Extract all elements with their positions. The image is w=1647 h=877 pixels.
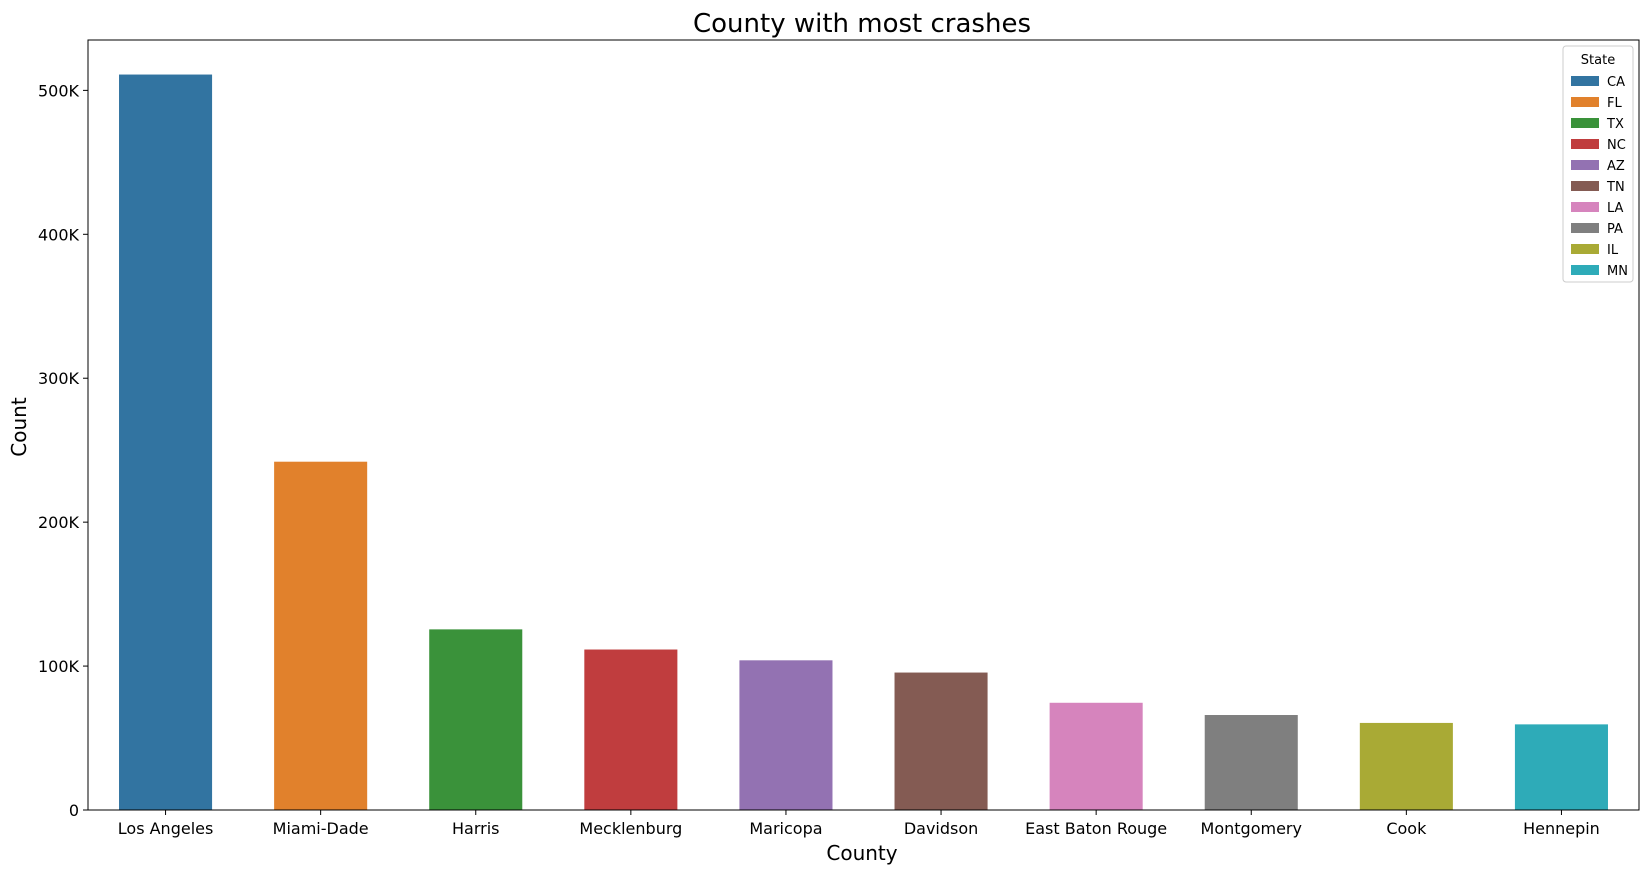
bar-hennepin [1514, 724, 1608, 810]
x-tick-label: Mecklenburg [579, 819, 682, 838]
bar-maricopa [739, 660, 833, 810]
legend-title: State [1581, 53, 1615, 68]
bar-montgomery [1204, 715, 1298, 810]
legend-swatch-nc [1571, 139, 1599, 149]
legend-label-fl: FL [1607, 96, 1622, 111]
x-tick-label: Miami-Dade [273, 819, 369, 838]
x-tick-label: Cook [1386, 819, 1427, 838]
legend-label-az: AZ [1607, 159, 1625, 174]
plot-frame [87, 39, 1640, 811]
x-tick-label: Montgomery [1201, 819, 1302, 838]
legend-label-pa: PA [1607, 222, 1623, 237]
x-tick-label: East Baton Rouge [1025, 819, 1167, 838]
legend-swatch-la [1571, 202, 1599, 212]
legend-label-la: LA [1607, 201, 1624, 216]
legend-label-nc: NC [1607, 138, 1626, 153]
legend-swatch-tx [1571, 118, 1599, 128]
bar-east-baton-rouge [1049, 702, 1143, 810]
bar-mecklenburg [584, 649, 678, 810]
legend-label-mn: MN [1607, 264, 1628, 279]
x-tick-label: Harris [452, 819, 500, 838]
y-tick-label: 0 [69, 801, 79, 820]
legend: State CA FL TX NC AZ TN LA PA IL MN [1562, 45, 1634, 283]
y-tick-label: 100K [38, 657, 80, 676]
y-tick-label: 300K [38, 369, 80, 388]
bar-davidson [894, 672, 988, 810]
x-tick-label: Maricopa [749, 819, 822, 838]
bar-cook [1359, 722, 1453, 810]
bar-harris [429, 629, 523, 810]
legend-label-ca: CA [1607, 75, 1625, 90]
x-tick-label: Hennepin [1523, 819, 1600, 838]
y-axis-label: Count [7, 397, 31, 457]
y-tick-label: 400K [38, 225, 80, 244]
bar-los-angeles [119, 74, 213, 810]
legend-label-il: IL [1607, 243, 1619, 258]
legend-swatch-pa [1571, 223, 1599, 233]
legend-swatch-ca [1571, 76, 1599, 86]
x-tick-label: Los Angeles [118, 819, 214, 838]
x-axis-label: County [826, 841, 897, 865]
legend-swatch-il [1571, 244, 1599, 254]
x-tick-label: Davidson [904, 819, 978, 838]
legend-label-tn: TN [1606, 180, 1625, 195]
legend-swatch-tn [1571, 181, 1599, 191]
legend-swatch-mn [1571, 265, 1599, 275]
legend-swatch-fl [1571, 97, 1599, 107]
legend-label-tx: TX [1606, 117, 1624, 132]
y-tick-label: 500K [38, 81, 80, 100]
bar-miami-dade [274, 461, 368, 810]
y-tick-label: 200K [38, 513, 80, 532]
chart-title: County with most crashes [693, 9, 1031, 39]
legend-swatch-az [1571, 160, 1599, 170]
